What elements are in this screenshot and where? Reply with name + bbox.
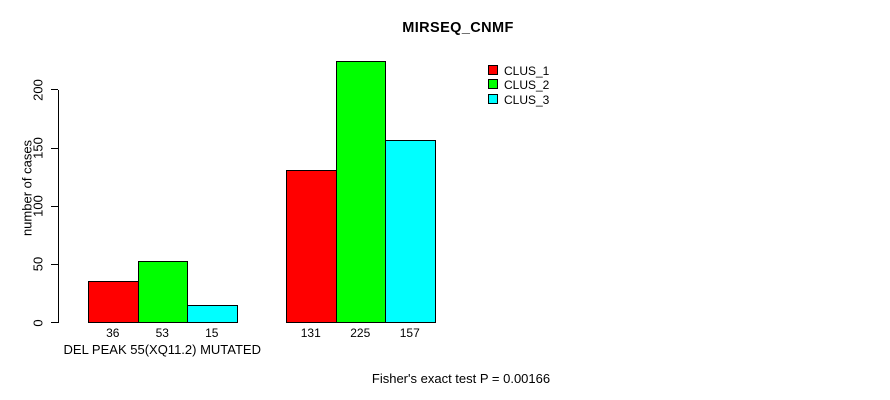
bar-clus_3-group2: [385, 139, 436, 324]
y-tick: [51, 147, 58, 149]
legend-label: CLUS_1: [504, 63, 550, 78]
y-tick: [51, 205, 58, 207]
legend-swatch-clus_1: [488, 64, 498, 75]
y-tick-label: 50: [30, 257, 46, 272]
y-tick: [51, 263, 58, 265]
bar-value-label: 131: [300, 325, 321, 340]
bar-clus_2-group1: [137, 260, 188, 324]
legend-label: CLUS_3: [504, 92, 550, 107]
legend-swatch-clus_3: [488, 93, 498, 104]
y-tick: [51, 322, 58, 323]
bar-clus_3-group1: [187, 305, 238, 324]
y-tick-label: 200: [30, 79, 46, 101]
bar-value-label: 225: [350, 325, 371, 340]
bar-clus_2-group2: [335, 60, 386, 324]
legend-swatch-clus_2: [488, 79, 498, 89]
y-axis-line: [58, 89, 59, 324]
chart-title: MIRSEQ_CNMF: [402, 20, 514, 36]
y-tick-label: 100: [30, 195, 46, 218]
bar-clus_1-group1: [88, 280, 139, 324]
y-tick: [51, 89, 58, 91]
group-label: DEL PEAK 55(XQ11.2) MUTATED: [63, 341, 261, 357]
bar-value-label: 53: [155, 325, 169, 340]
annotation-text: Fisher's exact test P = 0.00166: [371, 371, 551, 386]
legend-label: CLUS_2: [504, 78, 550, 92]
y-tick-label: 150: [30, 137, 46, 159]
bar-value-label: 15: [205, 325, 219, 340]
bar-value-label: 36: [106, 325, 120, 340]
y-tick-label: 0: [30, 318, 46, 327]
bar-value-label: 157: [399, 325, 420, 340]
bar-clus_1-group2: [286, 170, 337, 324]
